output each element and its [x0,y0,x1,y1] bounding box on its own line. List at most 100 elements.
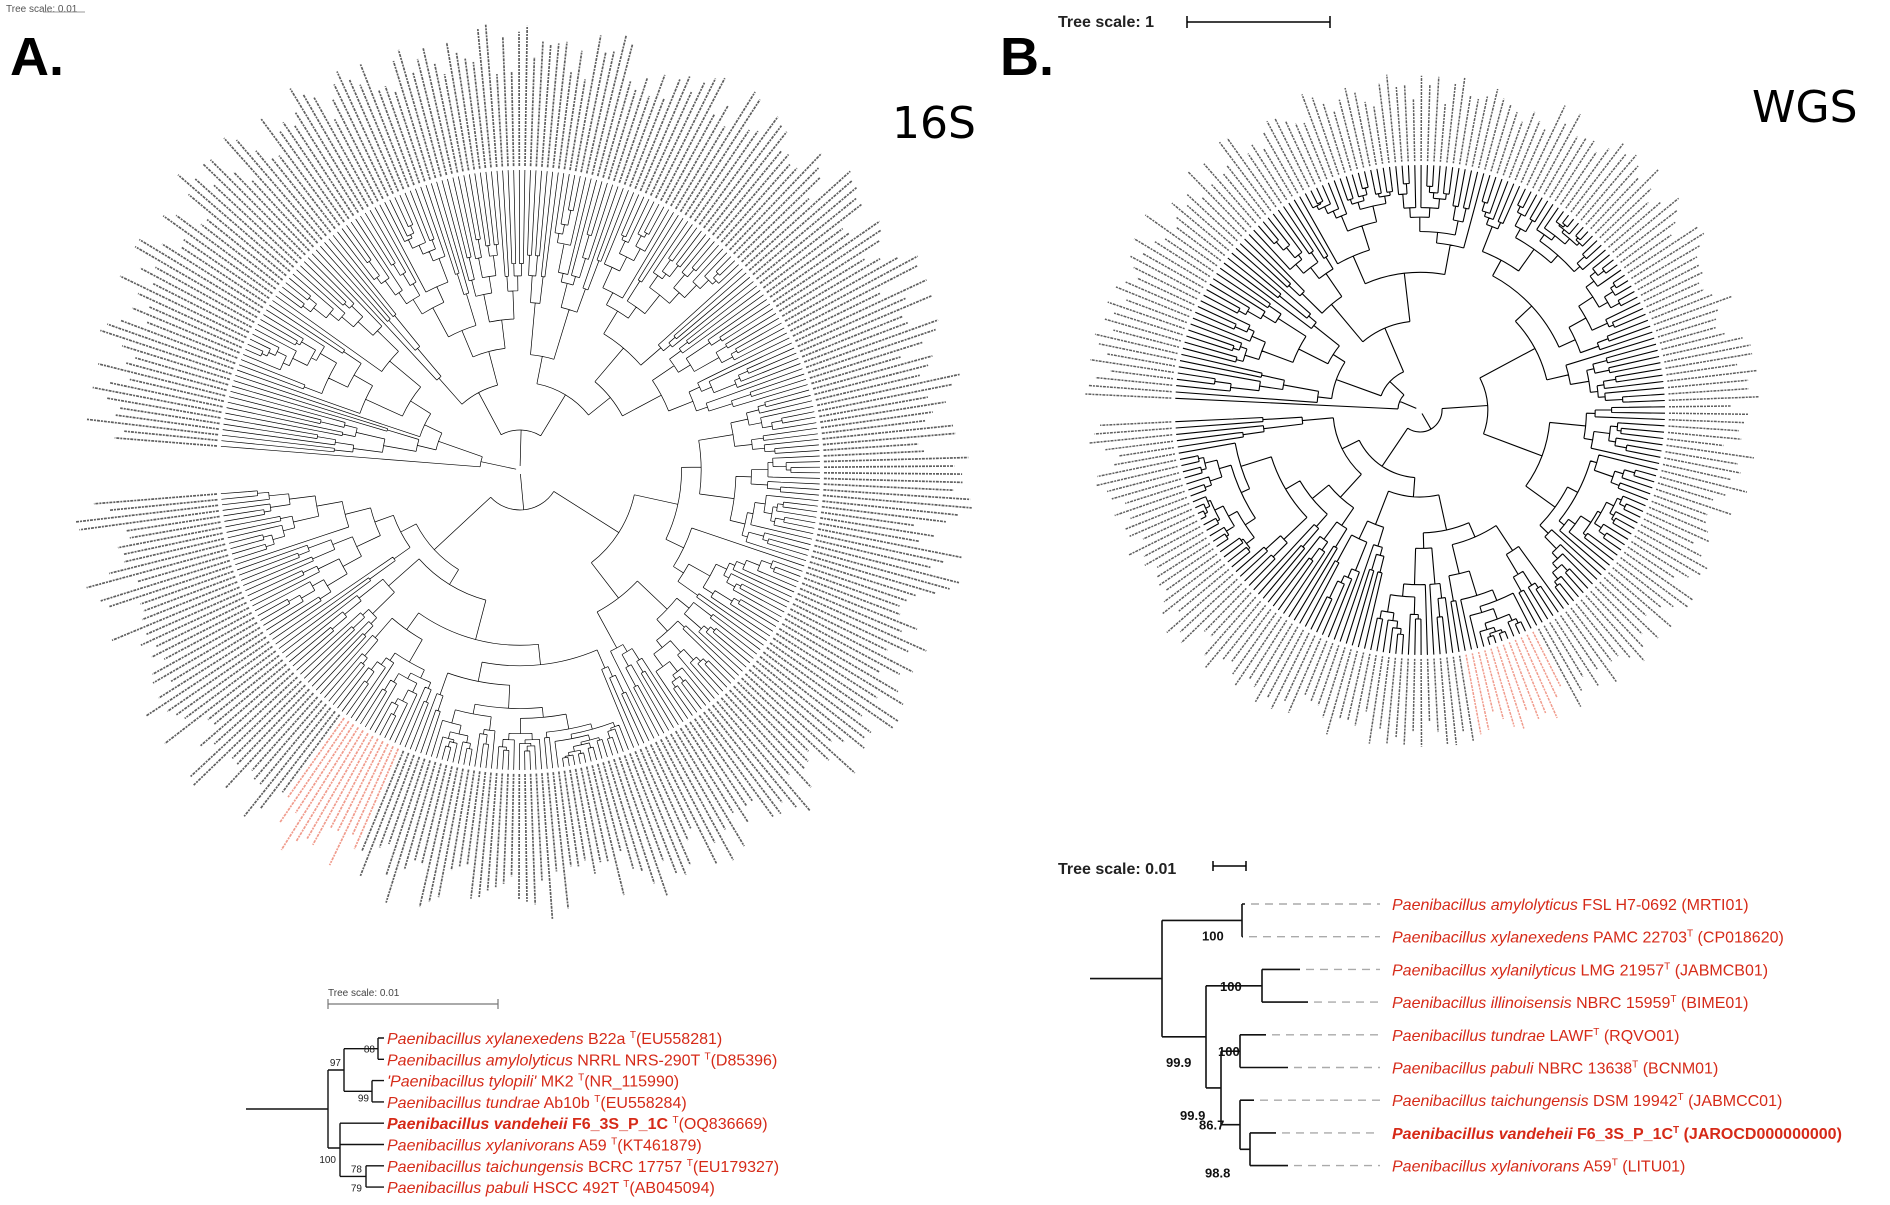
tree-b-leaf-label-mark [1433,658,1439,733]
tree-a-leaf-label-mark [255,150,327,237]
panel-b-bootstrap: 99.9 [1180,1108,1205,1123]
tree-b-leaf-label-mark [1608,572,1672,628]
panel-b-subtree-branches [1090,903,1308,1167]
tree-a-leaf-label-mark [797,592,927,652]
tree-a-leaf-label-mark [823,450,925,457]
tree-a-leaf-label-mark [580,52,607,173]
tree-b-leaf-label-mark [1575,153,1627,217]
panel-b-leaf-accession: (LITU01) [1618,1159,1686,1176]
tree-b-leaf-label-mark [1665,352,1753,370]
tree-b-leaf-label-mark [1668,387,1749,395]
tree-b-leaf-label-mark [1113,329,1180,348]
tree-b-leaf-label-mark [1640,264,1700,296]
tree-b-leaf-label-mark [1344,87,1365,168]
tree-a-leaf-label-mark [790,608,914,673]
tree-a-leaf-label-mark [795,598,909,653]
tree-a-leaf-label-mark [359,752,410,877]
tree-b-leaf-label-mark [1403,84,1409,162]
tree-a-leaf-label-mark [494,773,504,888]
tree-b-leaf-label-mark [1119,446,1174,457]
panel-b-leaf-label: Paenibacillus pabuli NBRC 13638T (BCNM01… [1392,1060,1718,1078]
tree-a-leaf-label-mark [660,739,716,844]
tree-a-leaf-label-mark [213,663,287,725]
panel-b-leaf-type: T [1670,994,1676,1005]
tree-a-leaf-label-mark [803,321,909,363]
tree-a-leaf-label-mark [552,772,570,909]
tree-a-leaf-label-mark [225,692,315,789]
panel-a-leaf-label: Paenibacillus taichungensis BCRC 17757 T… [387,1158,779,1176]
tree-b-leaf-label-mark [1095,376,1173,386]
tree-a-leaf-label-mark [86,418,219,436]
tree-b-leaf-label-mark [1657,482,1714,501]
tree-b-leaf-label-mark [1662,337,1743,357]
tree-a-leaf-label-mark [811,555,937,595]
tree-b-leaf-label-mark [1620,221,1676,264]
tree-a-leaf-label-mark [166,640,270,713]
tree-b-leaf-label-mark [1098,343,1177,361]
tree-b-leaf-label-mark [1126,299,1188,324]
tree-b-leaf-label-mark [1395,86,1403,162]
tree-a-leaf-label-mark [455,51,476,170]
tree-a-leaf-label-mark [156,601,247,648]
tree-a-leaf-label-mark [546,772,558,872]
tree-b-leaf-label-mark [1452,77,1466,164]
tree-b-leaf-label-mark [1612,567,1662,609]
tree-a-leaf-label-mark [141,581,238,621]
tree-a-leaf-label-mark [823,471,963,475]
tree-b-leaf-label-mark [1226,164,1267,216]
tree-a-leaf-label-mark [778,627,904,706]
panel-a-leaf-strain: MK2 [536,1074,578,1091]
tree-a-leaf-label-mark [665,736,735,861]
tree-a-leaf-label-mark [720,163,791,243]
tree-a-leaf-label-mark [111,586,240,642]
tree-a-leaf-label-mark [306,732,369,840]
tree-a-leaf-label-mark [223,137,319,244]
tree-a-leaf-label-mark [820,511,914,527]
tree-b-leaf-label-mark [1458,95,1472,165]
tree-a-leaf-label-mark [703,711,782,815]
tree-a-leaf-label-mark [289,88,364,211]
tree-b-leaf-label-mark [1303,122,1328,180]
tree-b-leaf-label-mark [1210,183,1252,228]
tree-a-leaf-label-mark [209,159,306,256]
tree-b-leaf-label-mark [1266,120,1305,191]
tree-a-leaf-label-mark [674,730,745,847]
tree-b-leaf-label-mark [1143,526,1201,558]
tree-b-leaf-label-mark [1090,358,1174,374]
tree-b-leaf-label-mark [1590,590,1644,648]
panel-a-leaf-type: T [594,1094,600,1105]
tree-a-leaf-label-mark [781,257,881,317]
tree-b-leaf-label-mark [1565,611,1618,683]
tree-b-leaf-label-mark [1662,463,1732,481]
tree-a-leaf-label-mark [822,500,959,516]
tree-b-leaf-label-mark [1559,151,1598,205]
tree-a-leaf-label-mark [766,646,863,717]
panel-a-leaf-label: Paenibacillus vandeheii F6_3S_P_1C T(OQ8… [387,1115,768,1133]
panel-a-leaf-accession: (D85396) [711,1052,778,1069]
tree-a-leaf-label-mark [129,378,225,403]
tree-a-leaf-label-mark [712,150,782,236]
tree-a-leaf-label-mark [140,596,245,646]
tree-a-leaf-label-mark [569,79,586,171]
tree-a-leaf-label-mark [707,708,783,803]
panel-b-bootstrap: 100 [1202,928,1224,943]
tree-b-leaf-label-mark [1570,607,1613,662]
tree-a-leaf-label-mark [689,721,748,806]
tree-b-leaf-label-mark [1301,94,1334,178]
tree-a-leaf-label-mark [328,743,389,866]
tree-a-leaf-label-mark [524,773,528,902]
tree-a-leaf-label-mark [674,126,726,210]
tree-a-leaf-label-mark [822,424,954,440]
tree-b-leaf-label-mark [1631,540,1689,578]
tree-a-leaf-label-mark [126,515,220,532]
tree-b-leaf-label-mark [1287,638,1322,713]
tree-b-leaf-label-mark [1452,656,1465,732]
tree-a-leaf-label-mark [733,167,820,255]
tree-b-leaf-label-mark [1354,653,1371,726]
tree-a-leaf-label-mark [552,41,568,168]
tree-a-leaf-label-mark [278,720,350,824]
panel-b-leaf-accession: (RQVO01) [1599,1028,1679,1045]
tree-b-leaf-label-mark [1508,642,1540,720]
tree-a-leaf-label-mark [109,498,218,512]
